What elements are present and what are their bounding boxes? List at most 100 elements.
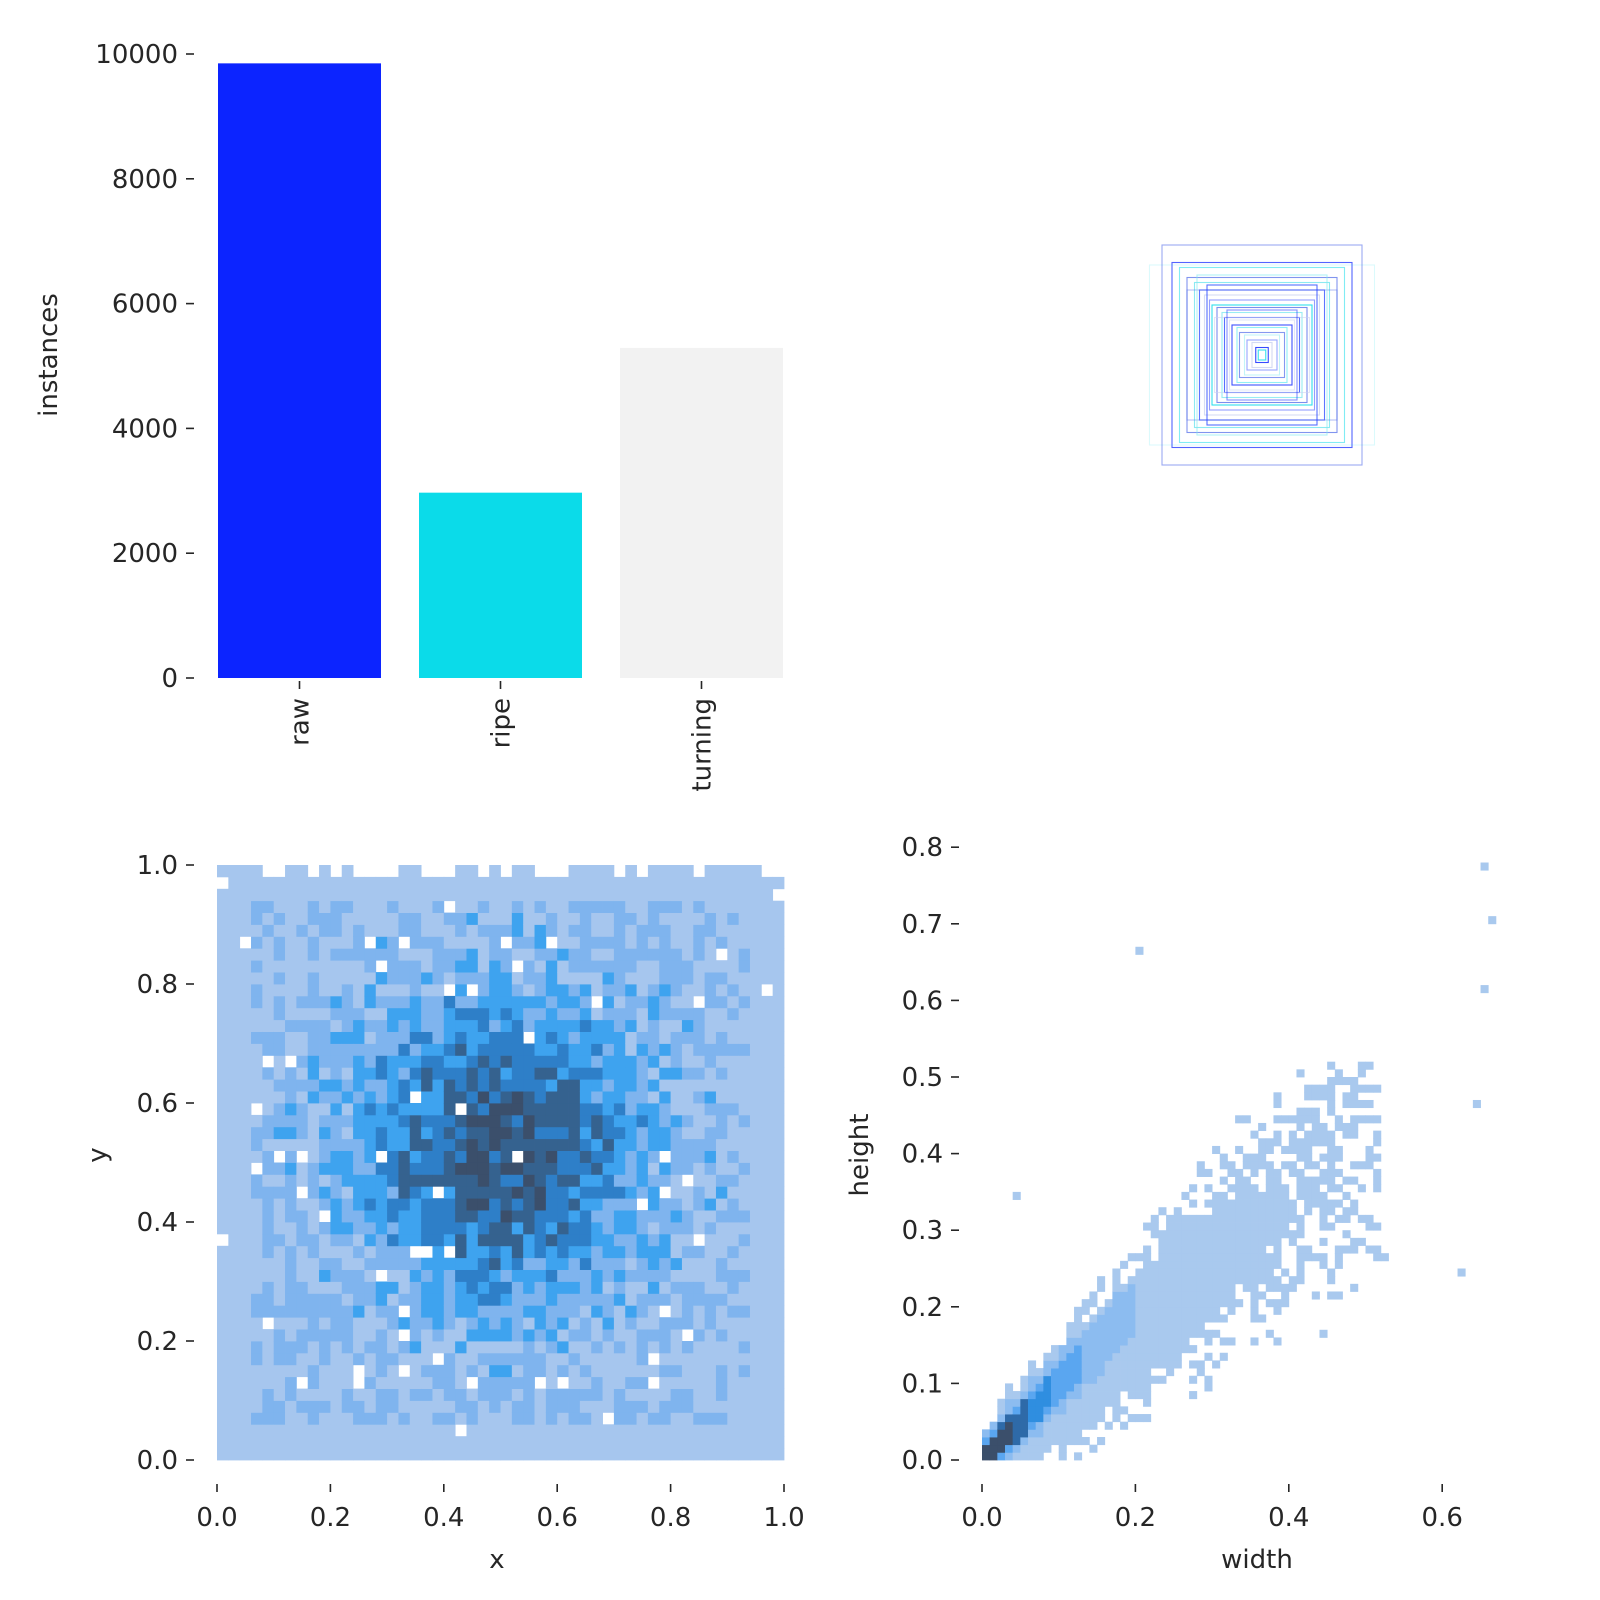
wh-heat-cell <box>1135 1314 1144 1323</box>
xy-heat-cell <box>387 1222 399 1235</box>
xy-heat-cell <box>500 984 513 997</box>
xy-heat-cell <box>455 1448 467 1461</box>
xy-heat-cell <box>239 1317 252 1330</box>
xy-heat-cell <box>341 1079 354 1092</box>
xy-heat-cell <box>625 1067 637 1080</box>
xy-heat-cell <box>704 1412 717 1425</box>
wh-heat-cell <box>1342 1130 1351 1139</box>
wh-heatmap-x-axis-label: width <box>1221 1545 1293 1575</box>
xy-heat-cell <box>625 948 637 961</box>
xy-heat-cell <box>557 1114 569 1128</box>
xy-heat-cell <box>443 972 456 985</box>
xy-heat-cell <box>319 900 331 913</box>
xy-heat-cell <box>500 1198 513 1211</box>
xy-heat-cell <box>681 1007 694 1021</box>
wh-heat-cell <box>997 1437 1006 1446</box>
xy-heat-cell <box>398 1067 411 1080</box>
xy-heat-cell <box>307 972 320 985</box>
xy-heat-cell <box>659 924 671 937</box>
xy-heat-cell <box>262 960 275 973</box>
xy-heat-cell <box>500 1126 513 1140</box>
xy-heat-cell <box>364 1007 377 1021</box>
xy-heat-cell <box>432 1031 445 1044</box>
xy-heat-cell <box>625 1400 637 1413</box>
xy-heat-cell <box>489 948 501 961</box>
xy-heat-cell <box>545 1174 558 1187</box>
wh-heat-cell <box>1135 1291 1144 1300</box>
xy-heat-cell <box>511 1364 524 1378</box>
xy-heat-cell <box>761 972 774 985</box>
xy-heat-cell <box>387 1400 399 1413</box>
wh-heat-cell <box>1127 1276 1136 1285</box>
xy-heat-cell <box>455 1412 467 1425</box>
xy-heat-cell <box>579 1198 592 1211</box>
xy-heat-cell <box>591 1281 603 1294</box>
wh-heat-cell <box>1342 1092 1351 1101</box>
wh-heat-cell <box>1143 1368 1152 1377</box>
xy-y-tick-label: 0.8 <box>137 970 178 1000</box>
wh-heat-cell <box>1242 1283 1251 1292</box>
wh-heat-cell <box>1258 1153 1267 1162</box>
xy-heat-cell <box>477 1329 490 1342</box>
xy-heat-cell <box>681 1281 694 1294</box>
xy-heat-cell <box>307 1186 320 1199</box>
xy-heat-cell <box>239 1424 252 1437</box>
xy-heat-cell <box>511 1043 524 1056</box>
wh-heat-cell <box>1250 1237 1259 1246</box>
xy-heat-cell <box>296 948 309 961</box>
xy-heat-cell <box>534 1198 547 1211</box>
xy-heat-cell <box>296 900 309 913</box>
wh-heat-cell <box>1311 1084 1320 1093</box>
xy-heat-cell <box>545 1186 558 1199</box>
wh-heat-cell <box>1327 1092 1336 1101</box>
xy-heat-cell <box>715 1352 728 1366</box>
xy-heat-cell <box>613 1412 626 1425</box>
xy-heat-cell <box>613 1352 626 1366</box>
wh-heat-cell <box>1258 1268 1267 1277</box>
xy-heat-cell <box>387 1388 399 1401</box>
xy-heat-cell <box>251 1222 263 1235</box>
xy-heat-cell <box>443 1388 456 1401</box>
xy-heat-cell <box>387 1341 399 1354</box>
xy-heat-cell <box>749 1150 762 1163</box>
wh-heat-cell <box>1051 1391 1060 1400</box>
xy-heat-cell <box>489 1055 501 1068</box>
xy-heat-cell <box>341 1103 354 1116</box>
xy-heat-cell <box>375 1341 388 1354</box>
xy-heat-cell <box>455 1186 467 1199</box>
xy-heat-cell <box>455 865 467 878</box>
xy-heat-cell <box>443 1269 456 1282</box>
wh-y-tick-label: 0.6 <box>902 986 943 1016</box>
wh-heat-cell <box>1112 1276 1121 1285</box>
xy-heat-cell <box>353 1031 365 1044</box>
xy-heat-cell <box>647 1138 660 1151</box>
wh-heat-cell <box>1020 1414 1029 1423</box>
xy-heat-cell <box>693 888 706 902</box>
xy-heat-cell <box>761 1305 774 1318</box>
xy-heat-cell <box>409 1329 422 1342</box>
xy-heat-cell <box>557 1031 569 1044</box>
wh-heat-cell <box>1143 1314 1152 1323</box>
wh-heat-cell <box>1066 1329 1075 1338</box>
wh-heatmap-y-axis-label: height <box>845 1114 875 1197</box>
wh-heat-cell <box>1120 1329 1129 1338</box>
xy-heat-cell <box>341 1114 354 1128</box>
xy-heat-cell <box>341 865 354 878</box>
wh-heat-cell <box>1120 1322 1129 1331</box>
xy-heat-cell <box>693 1031 706 1044</box>
xy-heat-cell <box>228 1091 241 1104</box>
xy-heat-cell <box>749 1317 762 1330</box>
xy-heat-cell <box>602 1079 615 1092</box>
xy-heat-cell <box>568 1352 581 1366</box>
xy-heat-cell <box>217 1245 229 1259</box>
xy-heat-cell <box>613 1067 626 1080</box>
xy-heat-cell <box>557 924 569 937</box>
xy-heat-cell <box>749 984 762 997</box>
wh-y-tick-label: 0.0 <box>902 1446 943 1476</box>
xy-heat-cell <box>568 1424 581 1437</box>
xy-heat-cell <box>409 1114 422 1128</box>
xy-heat-cell <box>591 1388 603 1401</box>
xy-heat-cell <box>557 1126 569 1140</box>
wh-heat-cell <box>1219 1191 1228 1200</box>
wh-heat-cell <box>1281 1145 1290 1154</box>
